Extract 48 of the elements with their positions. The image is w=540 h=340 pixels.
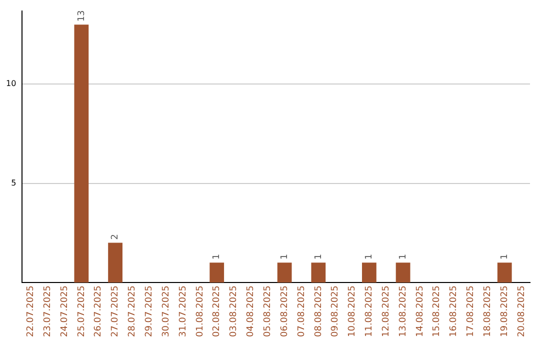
x-tick-label: 17.08.2025 xyxy=(466,285,476,337)
bar xyxy=(311,262,326,282)
bar xyxy=(497,262,512,282)
x-tick-label: 08.08.2025 xyxy=(314,285,324,337)
x-tick-label: 30.07.2025 xyxy=(161,285,172,337)
bar xyxy=(396,262,410,282)
x-tick-label: 25.07.2025 xyxy=(76,285,87,337)
data-label: 2 xyxy=(110,234,121,240)
x-tick-label: 06.08.2025 xyxy=(280,285,290,337)
data-label: 1 xyxy=(500,254,510,260)
y-tick-label: 5 xyxy=(11,178,16,188)
x-tick-label: 23.07.2025 xyxy=(42,285,53,337)
x-tick-label: 28.07.2025 xyxy=(128,285,138,337)
bar xyxy=(277,262,292,282)
x-tick-label: 27.07.2025 xyxy=(110,285,121,337)
y-tick-label: 10 xyxy=(6,79,16,88)
x-tick-label: 07.08.2025 xyxy=(296,285,307,337)
data-label: 1 xyxy=(280,254,290,260)
x-tick-label: 11.08.2025 xyxy=(364,285,375,337)
data-label: 13 xyxy=(76,10,87,22)
data-label: 1 xyxy=(398,254,408,260)
x-tick-label: 26.07.2025 xyxy=(94,285,104,337)
bar xyxy=(362,262,376,282)
x-tick-label: 04.08.2025 xyxy=(246,285,256,337)
x-tick-label: 13.08.2025 xyxy=(398,285,408,337)
x-tick-label: 14.08.2025 xyxy=(415,285,426,337)
x-tick-label: 19.08.2025 xyxy=(500,285,510,337)
x-tick-label: 10.08.2025 xyxy=(348,285,358,337)
data-label: 1 xyxy=(314,254,324,260)
x-tick-label: 12.08.2025 xyxy=(381,285,392,337)
data-label: 1 xyxy=(364,254,375,260)
data-label: 1 xyxy=(212,254,222,260)
x-tick-label: 20.08.2025 xyxy=(516,285,527,337)
bar xyxy=(108,242,122,282)
x-tick-label: 24.07.2025 xyxy=(60,285,70,337)
x-tick-label: 22.07.2025 xyxy=(26,285,36,337)
x-tick-label: 09.08.2025 xyxy=(330,285,341,337)
x-tick-label: 18.08.2025 xyxy=(483,285,494,337)
x-tick-label: 15.08.2025 xyxy=(432,285,442,337)
x-tick-label: 03.08.2025 xyxy=(229,285,240,337)
x-tick-label: 16.08.2025 xyxy=(449,285,460,337)
x-tick-label: 31.07.2025 xyxy=(178,285,188,337)
bar xyxy=(210,262,224,282)
x-tick-label: 02.08.2025 xyxy=(212,285,222,337)
x-tick-label: 05.08.2025 xyxy=(262,285,273,337)
bar xyxy=(74,24,89,282)
x-tick-label: 01.08.2025 xyxy=(195,285,206,337)
x-tick-label: 29.07.2025 xyxy=(144,285,154,337)
